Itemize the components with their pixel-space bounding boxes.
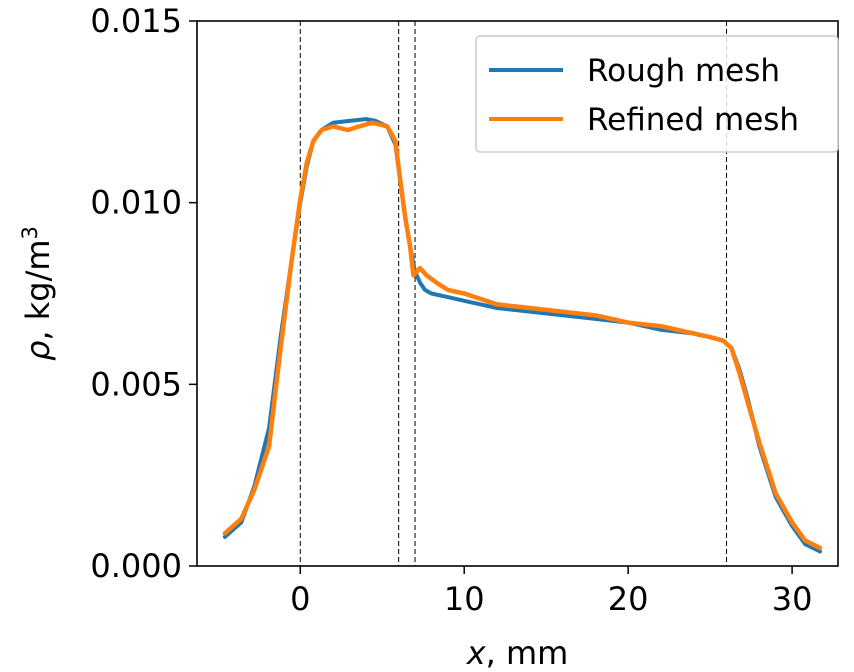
- y-axis-variable: ρ: [19, 341, 57, 361]
- y-axis-unit-exponent: 3: [18, 226, 42, 239]
- series-lines: [222, 117, 823, 554]
- y-axis-unit: , kg/m: [19, 239, 57, 340]
- series-line-refined-mesh: [222, 120, 823, 551]
- y-tick-label-1: 0.005: [90, 365, 182, 403]
- plot-frame: [196, 20, 839, 567]
- y-tick-label-3: 0.015: [90, 2, 182, 40]
- axis-ticks: 0 10 20 30 0.000 0.005 0.010 0.015: [90, 2, 812, 618]
- x-tick-label-1: 10: [444, 580, 485, 618]
- x-tick-label-2: 20: [608, 580, 649, 618]
- y-tick-label-2: 0.010: [90, 184, 182, 222]
- x-axis-label: x, mm: [466, 634, 569, 672]
- x-tick-label-0: 0: [290, 580, 310, 618]
- y-axis-label: ρ, kg/m3: [18, 226, 57, 361]
- legend-label-refined-mesh: Refined mesh: [587, 102, 799, 138]
- series-line-rough-mesh: [222, 117, 822, 554]
- legend: Rough mesh Refined mesh: [475, 35, 839, 153]
- legend-label-rough-mesh: Rough mesh: [587, 53, 780, 89]
- legend-box: [475, 35, 839, 153]
- x-tick-label-3: 30: [772, 580, 813, 618]
- y-tick-label-0: 0.000: [90, 547, 182, 585]
- x-axis-unit: , mm: [486, 634, 569, 672]
- x-axis-variable: x: [466, 634, 487, 672]
